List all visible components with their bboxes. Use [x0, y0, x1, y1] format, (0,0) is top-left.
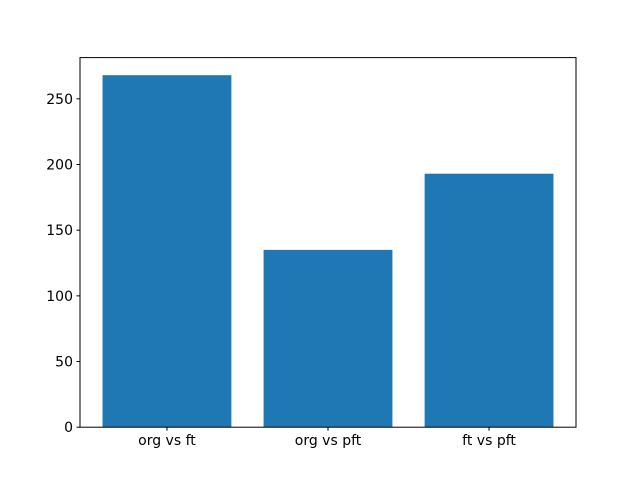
bar-org-vs-pft — [263, 249, 393, 428]
y-tick-label: 150 — [46, 223, 73, 239]
x-tick-label: org vs ft — [138, 433, 196, 449]
bar-ft-vs-pft — [424, 173, 554, 428]
y-tick-label: 250 — [46, 92, 73, 108]
y-tick-label: 50 — [55, 355, 73, 371]
x-tick-label: org vs pft — [295, 433, 362, 449]
bar-org-vs-ft — [102, 75, 232, 428]
x-tick-label: ft vs pft — [462, 433, 516, 449]
y-tick-label: 200 — [46, 158, 73, 174]
y-tick-label: 0 — [64, 420, 73, 436]
y-tick-label: 100 — [46, 289, 73, 305]
